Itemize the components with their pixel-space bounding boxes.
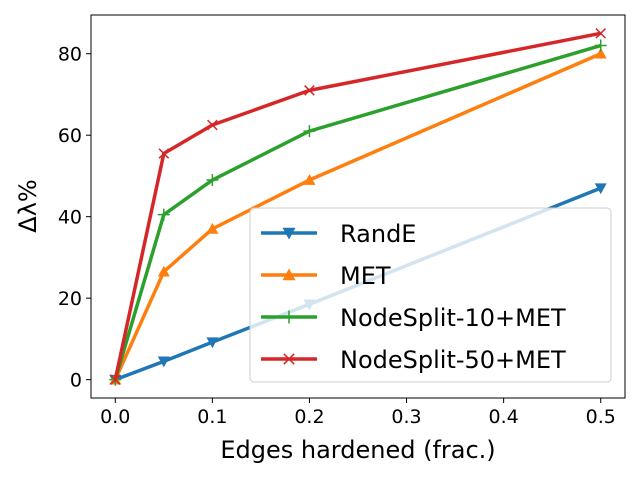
- plot-area: [90, 14, 626, 399]
- data-point: [109, 374, 121, 385]
- legend-marker: [282, 227, 296, 240]
- legend-label: RandE: [340, 220, 416, 248]
- x-tick-label: 0.2: [294, 406, 324, 428]
- data-point: [206, 222, 219, 234]
- legend: RandE MET NodeSplit-10+MET NodeSplit-50+MET: [249, 207, 612, 383]
- data-point: [594, 47, 607, 59]
- data-point: [157, 356, 170, 368]
- x-axis-label: Edges hardened (frac.): [220, 436, 495, 464]
- data-point: [595, 28, 607, 39]
- x-axis: 0.0 0.1 0.2 0.3 0.4 0.5: [100, 398, 616, 428]
- legend-item: NodeSplit-50+MET: [261, 346, 566, 374]
- y-axis: 0 20 40 60 80: [58, 44, 91, 392]
- y-tick-label: 20: [58, 288, 82, 310]
- series-layer: [109, 28, 607, 386]
- legend-item: NodeSplit-10+MET: [261, 304, 566, 332]
- data-point: [594, 183, 607, 195]
- legend-label: MET: [340, 262, 391, 290]
- x-tick-label: 0.4: [489, 406, 519, 428]
- y-tick-label: 40: [58, 207, 82, 229]
- data-point: [303, 125, 316, 138]
- data-point: [157, 265, 170, 277]
- y-axis-label: Δλ%: [14, 179, 42, 232]
- data-point: [157, 208, 170, 221]
- legend-marker: [282, 310, 296, 324]
- series-met: [109, 47, 607, 385]
- y-tick-label: 80: [58, 44, 82, 66]
- data-point: [304, 85, 315, 96]
- data-point: [206, 174, 219, 187]
- legend-item: MET: [261, 262, 391, 290]
- legend-frame: [249, 207, 612, 383]
- legend-marker: [282, 268, 296, 281]
- y-tick-label: 60: [58, 125, 82, 147]
- x-tick-label: 0.0: [100, 406, 130, 428]
- data-point: [207, 119, 218, 131]
- data-point: [303, 174, 316, 185]
- legend-label: NodeSplit-50+MET: [340, 346, 566, 374]
- data-point: [158, 148, 170, 159]
- x-tick-label: 0.1: [197, 406, 227, 428]
- x-tick-label: 0.5: [586, 406, 616, 428]
- legend-item: RandE: [261, 220, 416, 248]
- series-nodesplit-50-met: [109, 28, 607, 385]
- data-point: [206, 337, 219, 349]
- data-point: [594, 39, 607, 52]
- x-tick-label: 0.3: [391, 406, 421, 428]
- legend-label: NodeSplit-10+MET: [340, 304, 566, 332]
- plot-frame: [90, 14, 626, 399]
- y-tick-label: 0: [70, 370, 82, 392]
- legend-marker: [283, 353, 295, 365]
